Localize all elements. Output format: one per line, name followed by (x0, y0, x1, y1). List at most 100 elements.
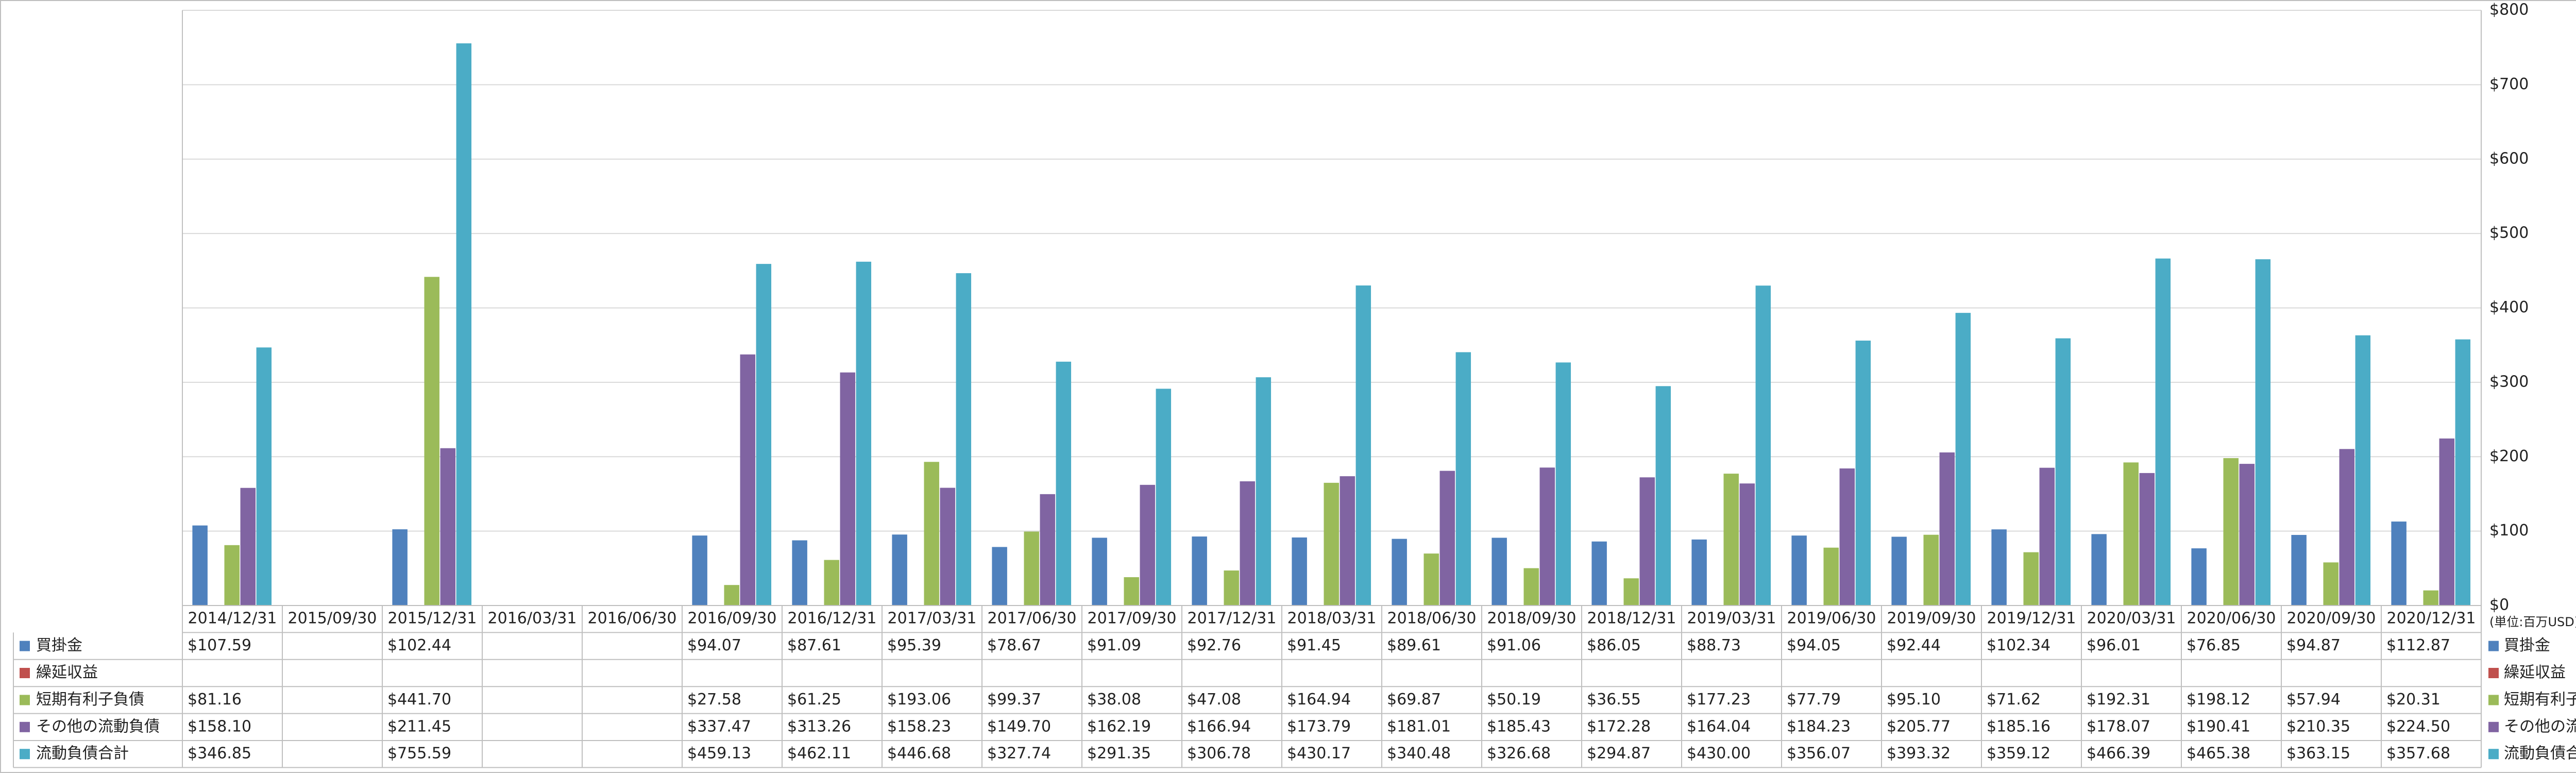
table-value: $92.76 (1187, 636, 1241, 654)
table-value: $340.48 (1387, 745, 1451, 763)
y-tick-label: $400 (2489, 298, 2529, 316)
bar (692, 535, 707, 606)
bar (1691, 539, 1707, 606)
x-tick-label: 2020/09/30 (2287, 610, 2376, 628)
bar (1839, 468, 1855, 606)
bar (1591, 541, 1607, 606)
table-value: $181.01 (1387, 717, 1451, 735)
bar (840, 372, 856, 606)
bar (2123, 462, 2139, 606)
bar (1140, 484, 1156, 606)
table-value: $91.06 (1487, 636, 1541, 654)
bar (740, 354, 756, 606)
table-value: $89.61 (1387, 636, 1441, 654)
table-value: $95.10 (1887, 691, 1941, 709)
table-value: $466.39 (2087, 745, 2150, 763)
bar (2191, 548, 2207, 606)
y-tick-label: $600 (2489, 149, 2529, 167)
bar (240, 488, 256, 606)
table-value: $86.05 (1587, 636, 1641, 654)
table-value: $78.67 (987, 636, 1041, 654)
legend-swatch (2488, 721, 2499, 732)
legend-swatch (20, 695, 30, 705)
x-tick-label: 2017/12/31 (1188, 610, 1277, 628)
table-value: $205.77 (1887, 717, 1951, 735)
table-value: $27.58 (687, 691, 741, 709)
legend-label: 短期有利子負債 (36, 691, 144, 709)
table-value: $294.87 (1587, 745, 1651, 763)
bar (392, 529, 408, 606)
table-value: $211.45 (387, 717, 451, 735)
legend-swatch (2488, 695, 2499, 705)
y-tick-label: $500 (2489, 224, 2529, 242)
bar (2355, 335, 2371, 606)
x-tick-label: 2019/12/31 (1987, 610, 2076, 628)
table-value: $94.07 (687, 636, 741, 654)
legend-label: その他の流動負債 (36, 717, 160, 735)
table-value: $91.45 (1287, 636, 1341, 654)
bar (1040, 494, 1056, 606)
x-tick-label: 2014/12/31 (188, 610, 277, 628)
bar (1823, 547, 1839, 606)
table-value: $102.34 (1987, 636, 2050, 654)
bar (1355, 285, 1371, 606)
x-tick-label: 2019/06/30 (1787, 610, 1876, 628)
legend-label: 繰延収益 (36, 664, 98, 682)
x-tick-label: 2015/09/30 (288, 610, 377, 628)
table-value: $94.87 (2286, 636, 2341, 654)
bar (1056, 361, 1072, 606)
table-value: $224.50 (2386, 717, 2450, 735)
table-value: $149.70 (987, 717, 1051, 735)
legend-swatch (2488, 749, 2499, 760)
bar (1192, 536, 1207, 606)
table-value: $177.23 (1687, 691, 1751, 709)
bar (924, 462, 939, 606)
bar (1392, 539, 1407, 606)
table-value: $198.12 (2187, 691, 2250, 709)
table-value: $192.31 (2087, 691, 2150, 709)
bar (1639, 477, 1655, 606)
bar (1092, 537, 1107, 606)
bar (2091, 534, 2107, 606)
bar (1156, 389, 1172, 606)
x-tick-label: 2020/06/30 (2187, 610, 2276, 628)
legend-swatch (20, 641, 30, 651)
bar (1224, 570, 1239, 606)
table-value: $81.16 (188, 691, 242, 709)
table-value: $162.19 (1087, 717, 1151, 735)
table-value: $210.35 (2286, 717, 2350, 735)
table-value: $346.85 (188, 745, 251, 763)
bar (1855, 340, 1871, 606)
x-tick-label: 2017/09/30 (1088, 610, 1177, 628)
table-value: $164.94 (1287, 691, 1351, 709)
bar (1439, 470, 1455, 606)
bar (1939, 452, 1955, 606)
legend-swatch (2488, 668, 2499, 678)
table-value: $327.74 (987, 745, 1051, 763)
bar (2239, 464, 2255, 606)
y-tick-label: $100 (2489, 522, 2529, 540)
bar (1292, 537, 1307, 606)
table-value: $50.19 (1487, 691, 1541, 709)
table-value: $95.39 (887, 636, 941, 654)
table-value: $71.62 (1987, 691, 2041, 709)
legend-label: 流動負債合計 (2504, 745, 2576, 763)
x-tick-label: 2016/09/30 (688, 610, 777, 628)
bar (1340, 476, 1355, 606)
x-tick-label: 2020/12/31 (2387, 610, 2476, 628)
bar (2455, 339, 2471, 606)
bar (1124, 577, 1139, 606)
legend-label: その他の流動負債 (2504, 717, 2576, 735)
bar (1955, 313, 1971, 606)
legend-swatch (2488, 641, 2499, 651)
bar (1723, 474, 1739, 606)
bar (2223, 458, 2239, 606)
bar (792, 540, 807, 606)
table-value: $185.16 (1987, 717, 2050, 735)
table-value: $178.07 (2087, 717, 2150, 735)
bar (2323, 562, 2338, 606)
bar (1923, 534, 1939, 606)
bar (856, 261, 872, 606)
table-value: $193.06 (887, 691, 951, 709)
